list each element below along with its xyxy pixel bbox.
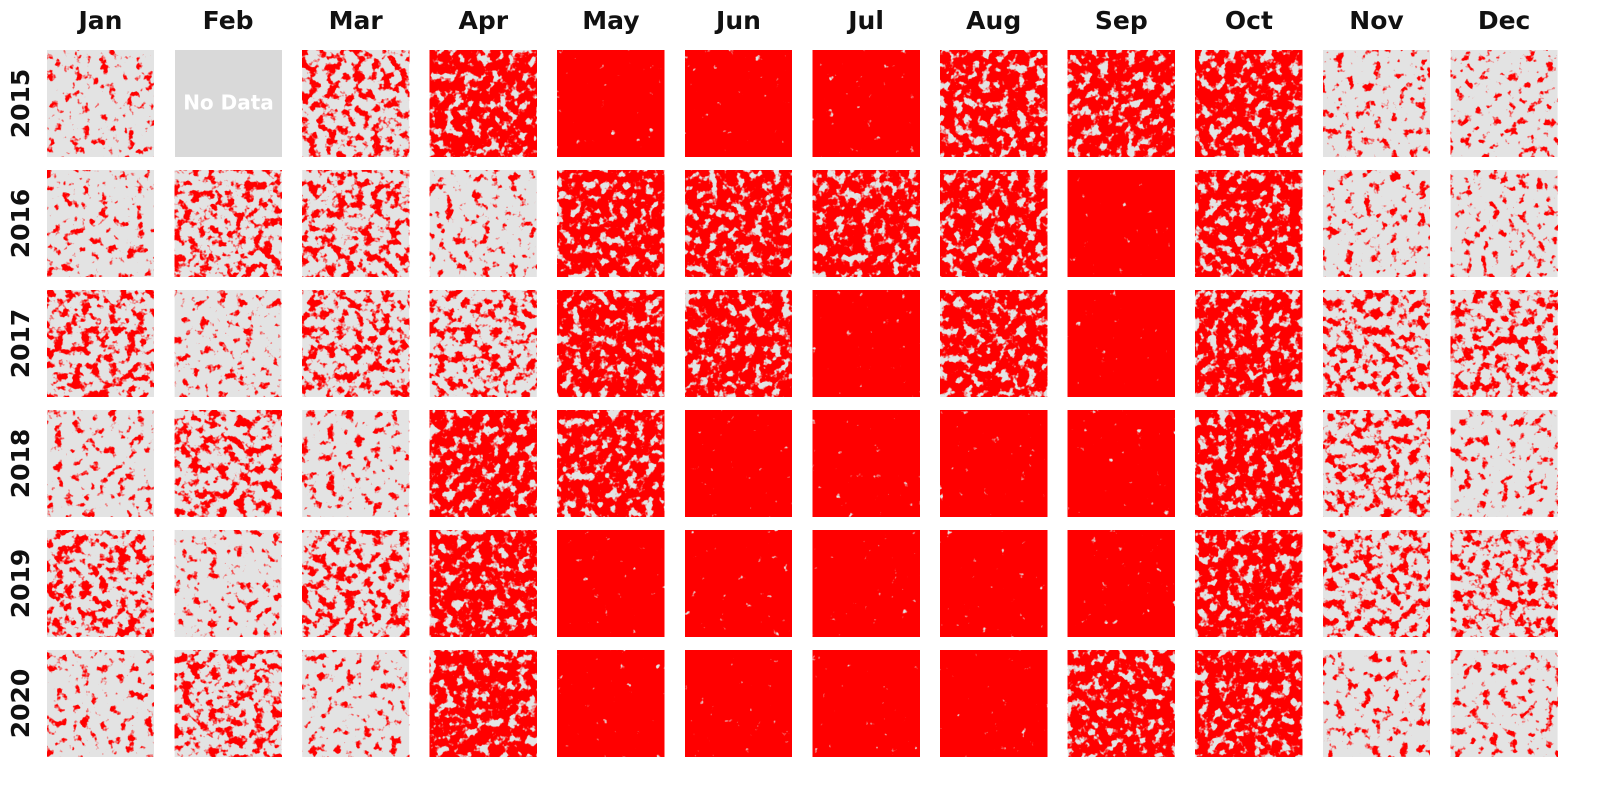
map-image xyxy=(1195,530,1303,637)
map-image xyxy=(685,650,792,757)
map-image xyxy=(1195,650,1303,757)
month-label: Jan xyxy=(77,6,123,35)
map-image xyxy=(1067,650,1175,757)
map-image xyxy=(1450,170,1558,277)
map-image xyxy=(685,50,792,157)
map-image xyxy=(174,170,282,277)
year-label: 2019 xyxy=(6,549,35,619)
map-image xyxy=(812,410,920,517)
map-image xyxy=(302,290,410,397)
map-image xyxy=(940,530,1048,637)
map-image xyxy=(557,410,665,517)
map-image xyxy=(557,50,665,157)
map-image xyxy=(47,290,154,397)
map-image xyxy=(557,650,665,757)
map-image xyxy=(812,530,920,637)
map-image xyxy=(429,290,537,397)
map-image xyxy=(685,170,792,277)
month-label: Sep xyxy=(1095,6,1148,35)
map-image xyxy=(1195,410,1303,517)
month-label: Nov xyxy=(1349,6,1403,35)
map-image xyxy=(1195,290,1303,397)
month-label: Mar xyxy=(329,6,384,35)
month-label: Jun xyxy=(714,6,761,35)
map-image xyxy=(685,290,792,397)
map-image xyxy=(1450,410,1558,517)
map-image xyxy=(429,530,537,637)
map-image xyxy=(940,50,1048,157)
map-image xyxy=(1323,50,1430,157)
map-image xyxy=(1323,290,1430,397)
month-label: May xyxy=(582,6,639,35)
map-image xyxy=(302,410,410,517)
map-image xyxy=(940,410,1048,517)
map-image xyxy=(174,290,282,397)
map-image xyxy=(1195,170,1303,277)
map-image xyxy=(429,50,537,157)
map-image xyxy=(1323,170,1430,277)
map-image xyxy=(1323,650,1430,757)
map-image xyxy=(1067,410,1175,517)
year-label: 2020 xyxy=(6,669,35,739)
map-image xyxy=(812,170,920,277)
map-image xyxy=(302,170,410,277)
map-image xyxy=(1323,410,1430,517)
map-image xyxy=(47,410,154,517)
map-image xyxy=(685,410,792,517)
map-image xyxy=(940,650,1048,757)
map-image xyxy=(47,170,154,277)
map-image xyxy=(302,650,410,757)
map-image xyxy=(1323,530,1430,637)
month-label: Oct xyxy=(1225,6,1273,35)
no-data-cell xyxy=(175,50,282,157)
year-label: 2015 xyxy=(6,69,35,139)
map-image xyxy=(1067,530,1175,637)
map-image xyxy=(1450,50,1558,157)
map-image xyxy=(429,650,537,757)
map-image xyxy=(47,50,154,157)
map-image xyxy=(812,290,920,397)
month-label: Apr xyxy=(459,6,509,35)
map-image xyxy=(685,530,792,637)
map-image xyxy=(1450,530,1558,637)
map-image xyxy=(557,170,665,277)
map-image xyxy=(429,170,537,277)
map-image xyxy=(1067,290,1175,397)
map-image xyxy=(302,530,410,637)
no-data-label: No Data xyxy=(183,91,274,115)
map-image xyxy=(812,650,920,757)
map-image xyxy=(174,410,282,517)
map-image xyxy=(174,530,282,637)
map-image xyxy=(1067,50,1175,157)
map-image xyxy=(940,290,1048,397)
map-image xyxy=(1195,50,1303,157)
map-image xyxy=(557,530,665,637)
month-label: Jul xyxy=(846,6,884,35)
map-image xyxy=(429,410,537,517)
month-label: Aug xyxy=(966,6,1021,35)
year-label: 2016 xyxy=(6,189,35,259)
year-label: 2018 xyxy=(6,429,35,499)
year-label: 2017 xyxy=(6,309,35,379)
map-image xyxy=(1067,170,1175,277)
map-image xyxy=(302,50,410,157)
map-image xyxy=(812,50,920,157)
month-label: Dec xyxy=(1478,6,1531,35)
month-label: Feb xyxy=(203,6,254,35)
map-image xyxy=(1450,650,1558,757)
map-image xyxy=(174,650,282,757)
map-image xyxy=(940,170,1048,277)
map-image xyxy=(1450,290,1558,397)
map-image xyxy=(557,290,665,397)
map-image xyxy=(47,530,154,637)
map-image xyxy=(47,650,154,757)
